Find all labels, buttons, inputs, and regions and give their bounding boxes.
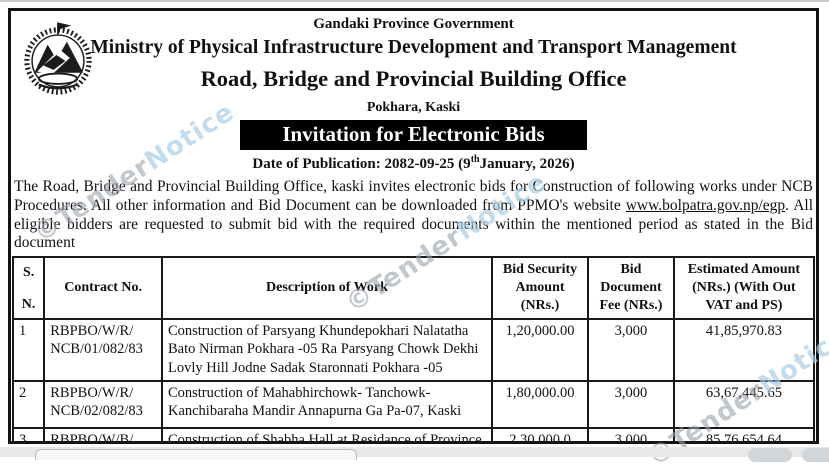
table-row: 1 RBPBO/W/R/ NCB/01/082/83 Construction … [11, 318, 816, 383]
sn-header-line2: N. [21, 297, 36, 313]
intro-paragraph: The Road, Bridge and Provincial Building… [14, 178, 813, 254]
intro-text-before-link: The Road, Bridge and Provincial Building… [14, 177, 813, 214]
contract-line1: RBPBO/W/B/ [50, 432, 134, 444]
cell-bid-security: 2,30,000.0 [490, 427, 590, 441]
sn-header-line1: S. [22, 265, 35, 281]
browser-bottom-strip [0, 447, 829, 462]
cell-contract-no: RBPBO/W/R/ NCB/01/082/83 [43, 318, 163, 383]
screen-top-edge [0, 0, 829, 2]
cell-sn: 3 [11, 427, 46, 441]
office-name: Road, Bridge and Provincial Building Off… [200, 65, 627, 91]
partial-ui-element [802, 448, 829, 462]
column-header-description: Description of Work [160, 256, 493, 321]
ministry-name: Ministry of Physical Infrastructure Deve… [90, 37, 737, 59]
cell-contract-no: RBPBO/W/R/ NCB/02/082/83 [43, 380, 163, 430]
cell-bid-fee: 3,000 [587, 427, 675, 441]
cell-bid-fee: 3,000 [587, 318, 675, 383]
cell-estimated-amount: 63,67,445.65 [672, 380, 816, 430]
ordinal-superscript: th [470, 154, 480, 166]
contract-line1: RBPBO/W/R/ [50, 385, 134, 402]
contract-line2: NCB/02/082/83 [50, 403, 143, 420]
partial-ui-element [35, 449, 357, 460]
table-row: 3 RBPBO/W/B/ NCB/08/082/83 Construction … [11, 427, 816, 444]
publication-date: Date of Publication: 2082-09-25 (9thJanu… [11, 154, 816, 173]
partial-ui-element [748, 448, 792, 462]
column-header-estimated: Estimated Amount (NRs.) (With Out VAT an… [672, 256, 816, 321]
bids-table: S. N. Contract No. Description of Work B… [11, 256, 816, 444]
column-header-bid-security: Bid Security Amount (NRs.) [490, 256, 590, 321]
publication-date-prefix: Date of Publication: 2082-09-25 (9 [252, 156, 471, 173]
column-header-bid-fee: Bid Document Fee (NRs.) [587, 256, 675, 321]
office-location: Pokhara, Kaski [366, 99, 461, 115]
table-header-row: S. N. Contract No. Description of Work B… [11, 256, 816, 321]
column-header-sn: S. N. [11, 256, 46, 321]
cell-contract-no: RBPBO/W/B/ NCB/08/082/83 [43, 427, 163, 444]
tender-notice-document: Gandaki Province Government Ministry of … [8, 8, 819, 444]
government-emblem-logo [21, 19, 95, 97]
bolpatra-website-link[interactable]: www.bolpatra.gov.np/egp [625, 196, 786, 214]
cell-description: Construction of Parsyang Khundepokhari N… [160, 318, 493, 383]
contract-line1: RBPBO/W/R/ [50, 323, 134, 340]
cell-bid-fee: 3,000 [587, 380, 675, 430]
cell-sn: 2 [11, 380, 46, 430]
intro-text-after-link: . All eligible bidders are requested to … [14, 196, 814, 252]
cell-bid-security: 1,20,000.00 [490, 318, 590, 383]
cell-description: Construction of Shabha Hall at Residance… [160, 427, 493, 441]
cell-bid-security: 1,80,000.00 [490, 380, 590, 430]
column-header-contract: Contract No. [43, 256, 163, 321]
cell-estimated-amount: 85,76,654.64 [672, 427, 816, 441]
table-row: 2 RBPBO/W/R/ NCB/02/082/83 Construction … [11, 380, 816, 430]
government-name: Gandaki Province Government [313, 16, 514, 32]
invitation-banner: Invitation for Electronic Bids [240, 120, 587, 151]
cell-sn: 1 [11, 318, 46, 383]
contract-line2: NCB/01/082/83 [50, 341, 143, 358]
cell-estimated-amount: 41,85,970.83 [672, 318, 816, 383]
cell-description: Construction of Mahabhirchowk- Tanchowk-… [160, 380, 493, 430]
publication-date-suffix: January, 2026) [479, 156, 575, 173]
